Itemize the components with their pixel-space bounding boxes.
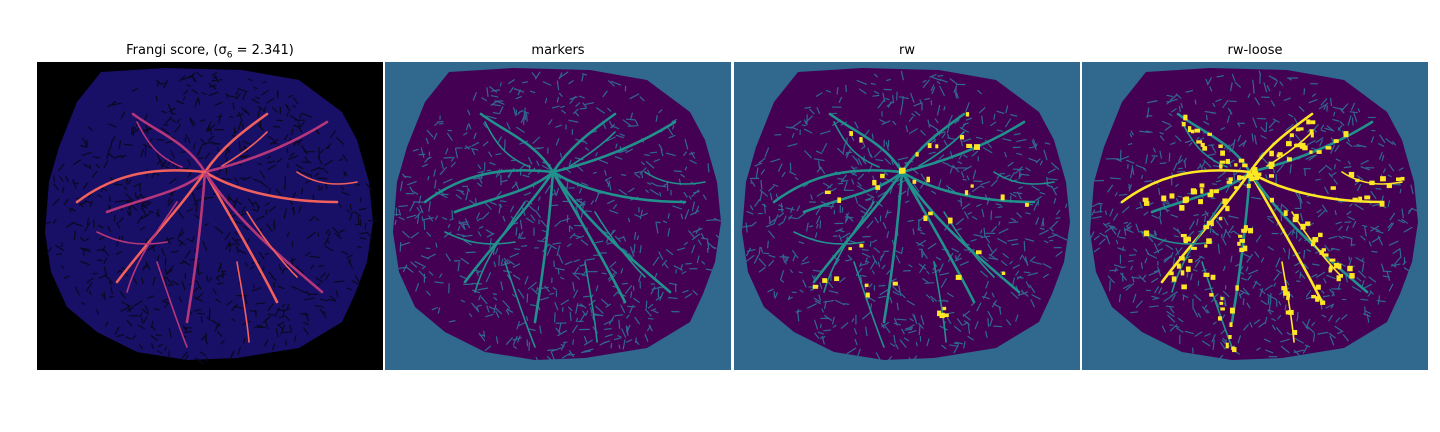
rw-loose-svg [1082, 62, 1428, 370]
frangi-svg [37, 62, 383, 370]
markers-image [385, 62, 731, 370]
rw-svg [734, 62, 1080, 370]
markers-svg [385, 62, 731, 370]
frangi-score-image [37, 62, 383, 370]
rw-image [734, 62, 1080, 370]
markers-title: markers [531, 43, 585, 58]
rw-title: rw [899, 43, 915, 58]
rw-loose-title: rw-loose [1227, 43, 1283, 58]
rw-loose-image [1082, 62, 1428, 370]
frangi-title: Frangi score, (σ6 = 2.341) [126, 43, 294, 61]
